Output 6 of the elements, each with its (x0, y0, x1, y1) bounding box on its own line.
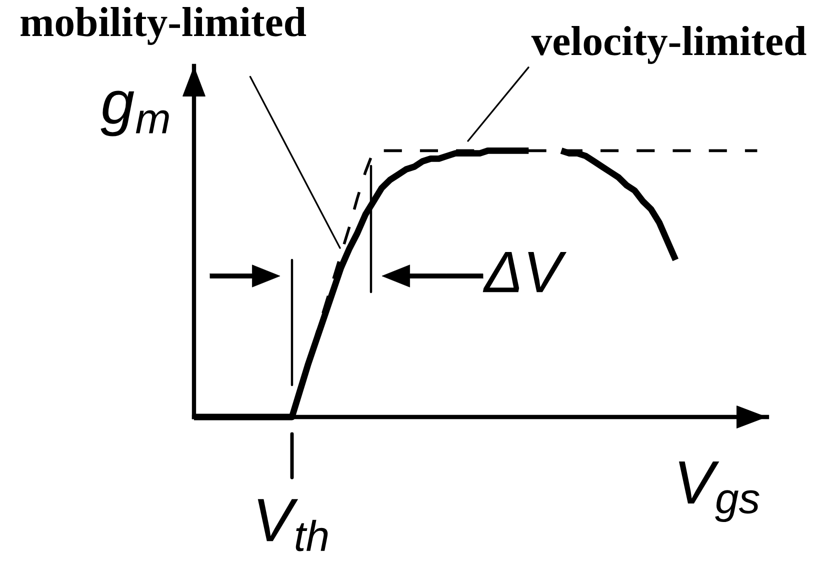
text: mobility-limited (20, 7, 306, 45)
y-axis-title: g$_{m}$ (100, 90, 169, 136)
x-axis-title: V$_{gs}$ (678, 461, 760, 522)
annotation: ΔV (482, 252, 567, 292)
text: V$_{th}$ (258, 499, 328, 552)
text: velocity-limited (531, 26, 806, 64)
